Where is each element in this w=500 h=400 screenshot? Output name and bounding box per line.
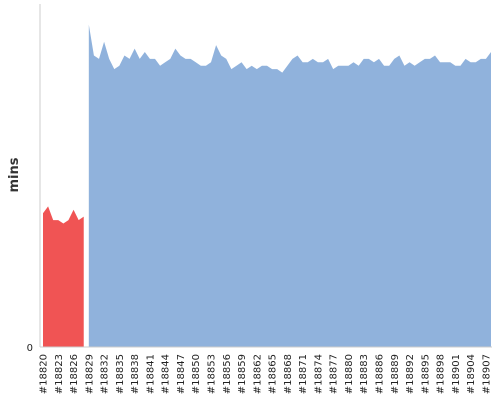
x-tick-label: #18862 bbox=[252, 354, 263, 394]
x-tick-label: #18901 bbox=[451, 354, 462, 394]
x-tick-label: #18883 bbox=[359, 354, 370, 394]
x-tick-label: #18841 bbox=[145, 354, 156, 394]
x-tick-label: #18889 bbox=[390, 354, 401, 394]
x-tick-labels: #18820 #18823 #18826 #18829 #18832 #18835 #188… bbox=[39, 354, 493, 394]
x-tick-label: #18868 bbox=[283, 354, 294, 394]
x-tick-label: #18859 bbox=[237, 354, 248, 394]
x-tick-label: #18832 bbox=[100, 354, 111, 394]
x-tick-label: #18892 bbox=[405, 354, 416, 394]
x-tick-label: #18907 bbox=[481, 354, 492, 394]
x-tick-label: #18826 bbox=[69, 354, 80, 394]
y-axis-label: mins bbox=[7, 157, 22, 192]
x-tick-label: #18835 bbox=[115, 354, 126, 394]
x-tick-label: #18898 bbox=[436, 354, 447, 394]
x-tick-label: #18880 bbox=[344, 354, 355, 394]
x-tick-label: #18856 bbox=[222, 354, 233, 394]
x-tick-label: #18904 bbox=[466, 354, 477, 394]
area-series bbox=[43, 24, 491, 348]
x-tick-label: #18853 bbox=[207, 354, 218, 394]
area-fail-0 bbox=[43, 206, 84, 347]
x-tick-label: #18895 bbox=[420, 354, 431, 394]
x-tick-label: #18844 bbox=[161, 354, 172, 394]
x-tick-label: #18865 bbox=[268, 354, 279, 394]
x-tick-label: #18829 bbox=[84, 354, 95, 394]
x-tick-label: #18886 bbox=[375, 354, 386, 394]
x-tick-label: #18877 bbox=[329, 354, 340, 394]
x-tick-label: #18874 bbox=[313, 354, 324, 394]
y-tick-label-0: 0 bbox=[27, 343, 33, 354]
area-success-1 bbox=[88, 24, 491, 348]
x-tick-label: #18850 bbox=[191, 354, 202, 394]
x-tick-label: #18823 bbox=[54, 354, 65, 394]
x-tick-label: #18847 bbox=[176, 354, 187, 394]
x-tick-label: #18820 bbox=[39, 354, 50, 394]
x-tick-label: #18871 bbox=[298, 354, 309, 394]
x-tick-label: #18838 bbox=[130, 354, 141, 394]
